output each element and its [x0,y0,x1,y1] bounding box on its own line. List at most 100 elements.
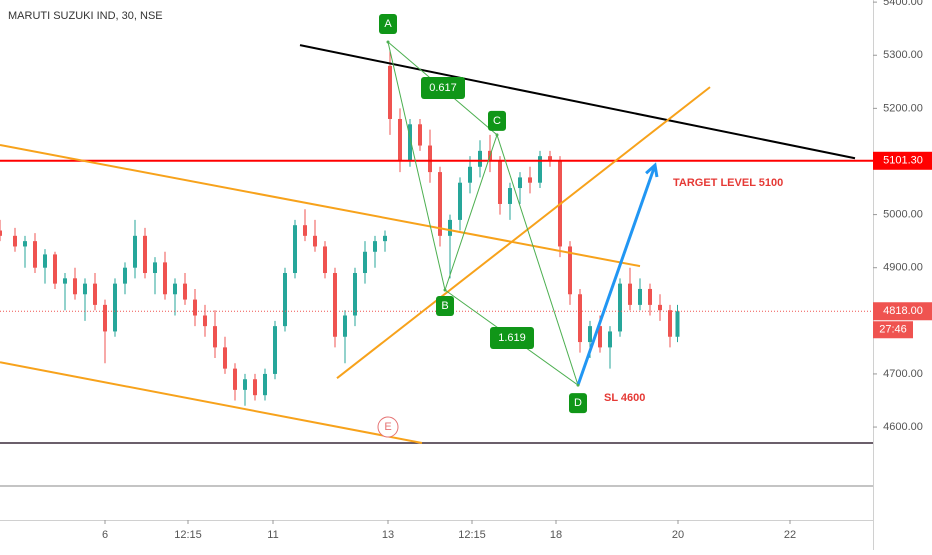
x-tick-label: 13 [382,529,394,541]
candle-body [588,326,592,343]
candle-body [153,262,157,274]
candle-body [183,283,187,300]
candle-body [538,156,542,183]
candle-body [13,235,17,247]
x-tick-label: 11 [267,529,278,541]
ratio-label: 0.617 [429,82,457,94]
candle-body [628,283,632,305]
candle-body [323,246,327,274]
candle-body [343,315,347,337]
price-badge [873,302,932,321]
price-badge-label: 5101.30 [883,155,923,167]
candle-body [578,294,582,343]
pattern-point [495,133,499,137]
trend-line [576,164,657,386]
candle-body [123,267,127,284]
y-tick-label: 4900.00 [883,262,923,274]
candle-body [648,288,652,305]
event-label: E [384,421,391,433]
candle-body [213,326,217,348]
candle-body [388,65,392,119]
y-tick-label: 4700.00 [883,368,923,380]
candle-body [223,347,227,369]
x-tick-label: 12:15 [174,529,202,541]
candle-body [363,251,367,274]
candle-body [408,124,412,162]
event-marker [377,416,399,438]
pattern-point [386,40,390,44]
chart-title: MARUTI SUZUKI IND, 30, NSE [8,10,163,22]
candle-body [568,246,572,295]
trend-line [0,361,423,444]
y-tick-label: 5400.00 [883,0,923,8]
x-tick-label: 20 [672,529,684,541]
candle-body [303,225,307,236]
candle-body [668,310,672,337]
price-badge-label: 4818.00 [883,305,923,317]
candle-body [43,254,47,268]
plot-area [0,49,680,406]
candle-body [518,177,522,189]
y-tick-label: 5300.00 [883,49,923,61]
candle-body [173,283,177,295]
x-tick-label: 18 [550,529,562,541]
candle-body [63,278,67,284]
arrow-head [645,162,659,178]
x-tick-label: 12:15 [458,529,486,541]
pattern-point [443,288,447,292]
trend-line [336,86,711,379]
trend-line [496,134,579,386]
candle-body [498,161,502,204]
pattern-point [576,383,580,387]
pattern-label: C [493,115,501,127]
candle-body [143,235,147,274]
candle-body [103,304,107,332]
candle-body [243,379,247,390]
candle-body [598,326,602,348]
ratio-label: 1.619 [498,332,526,344]
candle-body [548,156,552,162]
candle-body [273,326,277,374]
candle-body [293,225,297,274]
candle-body [458,182,462,220]
price-badge [873,151,932,170]
candle-body [53,254,57,284]
candle-body [23,241,27,247]
pattern-badge [436,296,454,317]
trend-line [387,41,446,291]
stop-label: SL 4600 [604,392,645,404]
y-tick-label: 5000.00 [883,208,923,220]
candle-body [428,145,432,173]
x-tick-label: 6 [102,529,108,541]
ratio-badge [490,327,534,349]
candle-body [675,311,680,337]
candle-body [618,283,622,332]
pattern-label: B [441,300,448,312]
countdown-badge [873,321,913,339]
candle-body [528,177,532,183]
trend-line [299,44,856,160]
trend-line [444,134,498,291]
countdown-label: 27:46 [879,324,907,336]
target-label: TARGET LEVEL 5100 [673,177,783,189]
pattern-badge [569,393,587,414]
candle-body [93,283,97,305]
pattern-label: A [384,18,392,30]
candle-body [658,304,662,311]
candle-body [163,262,167,295]
candle-body [468,166,472,183]
candle-body [33,241,37,268]
pattern-badge [488,110,506,131]
candle-body [193,299,197,316]
candle-body [353,273,357,316]
candle-body [373,241,377,252]
candle-body [133,235,137,268]
candle-body [478,150,482,167]
candle-body [203,315,207,327]
candle-body [0,230,2,236]
candle-body [73,278,77,295]
x-tick-label: 22 [784,529,796,541]
candle-body [313,235,317,247]
